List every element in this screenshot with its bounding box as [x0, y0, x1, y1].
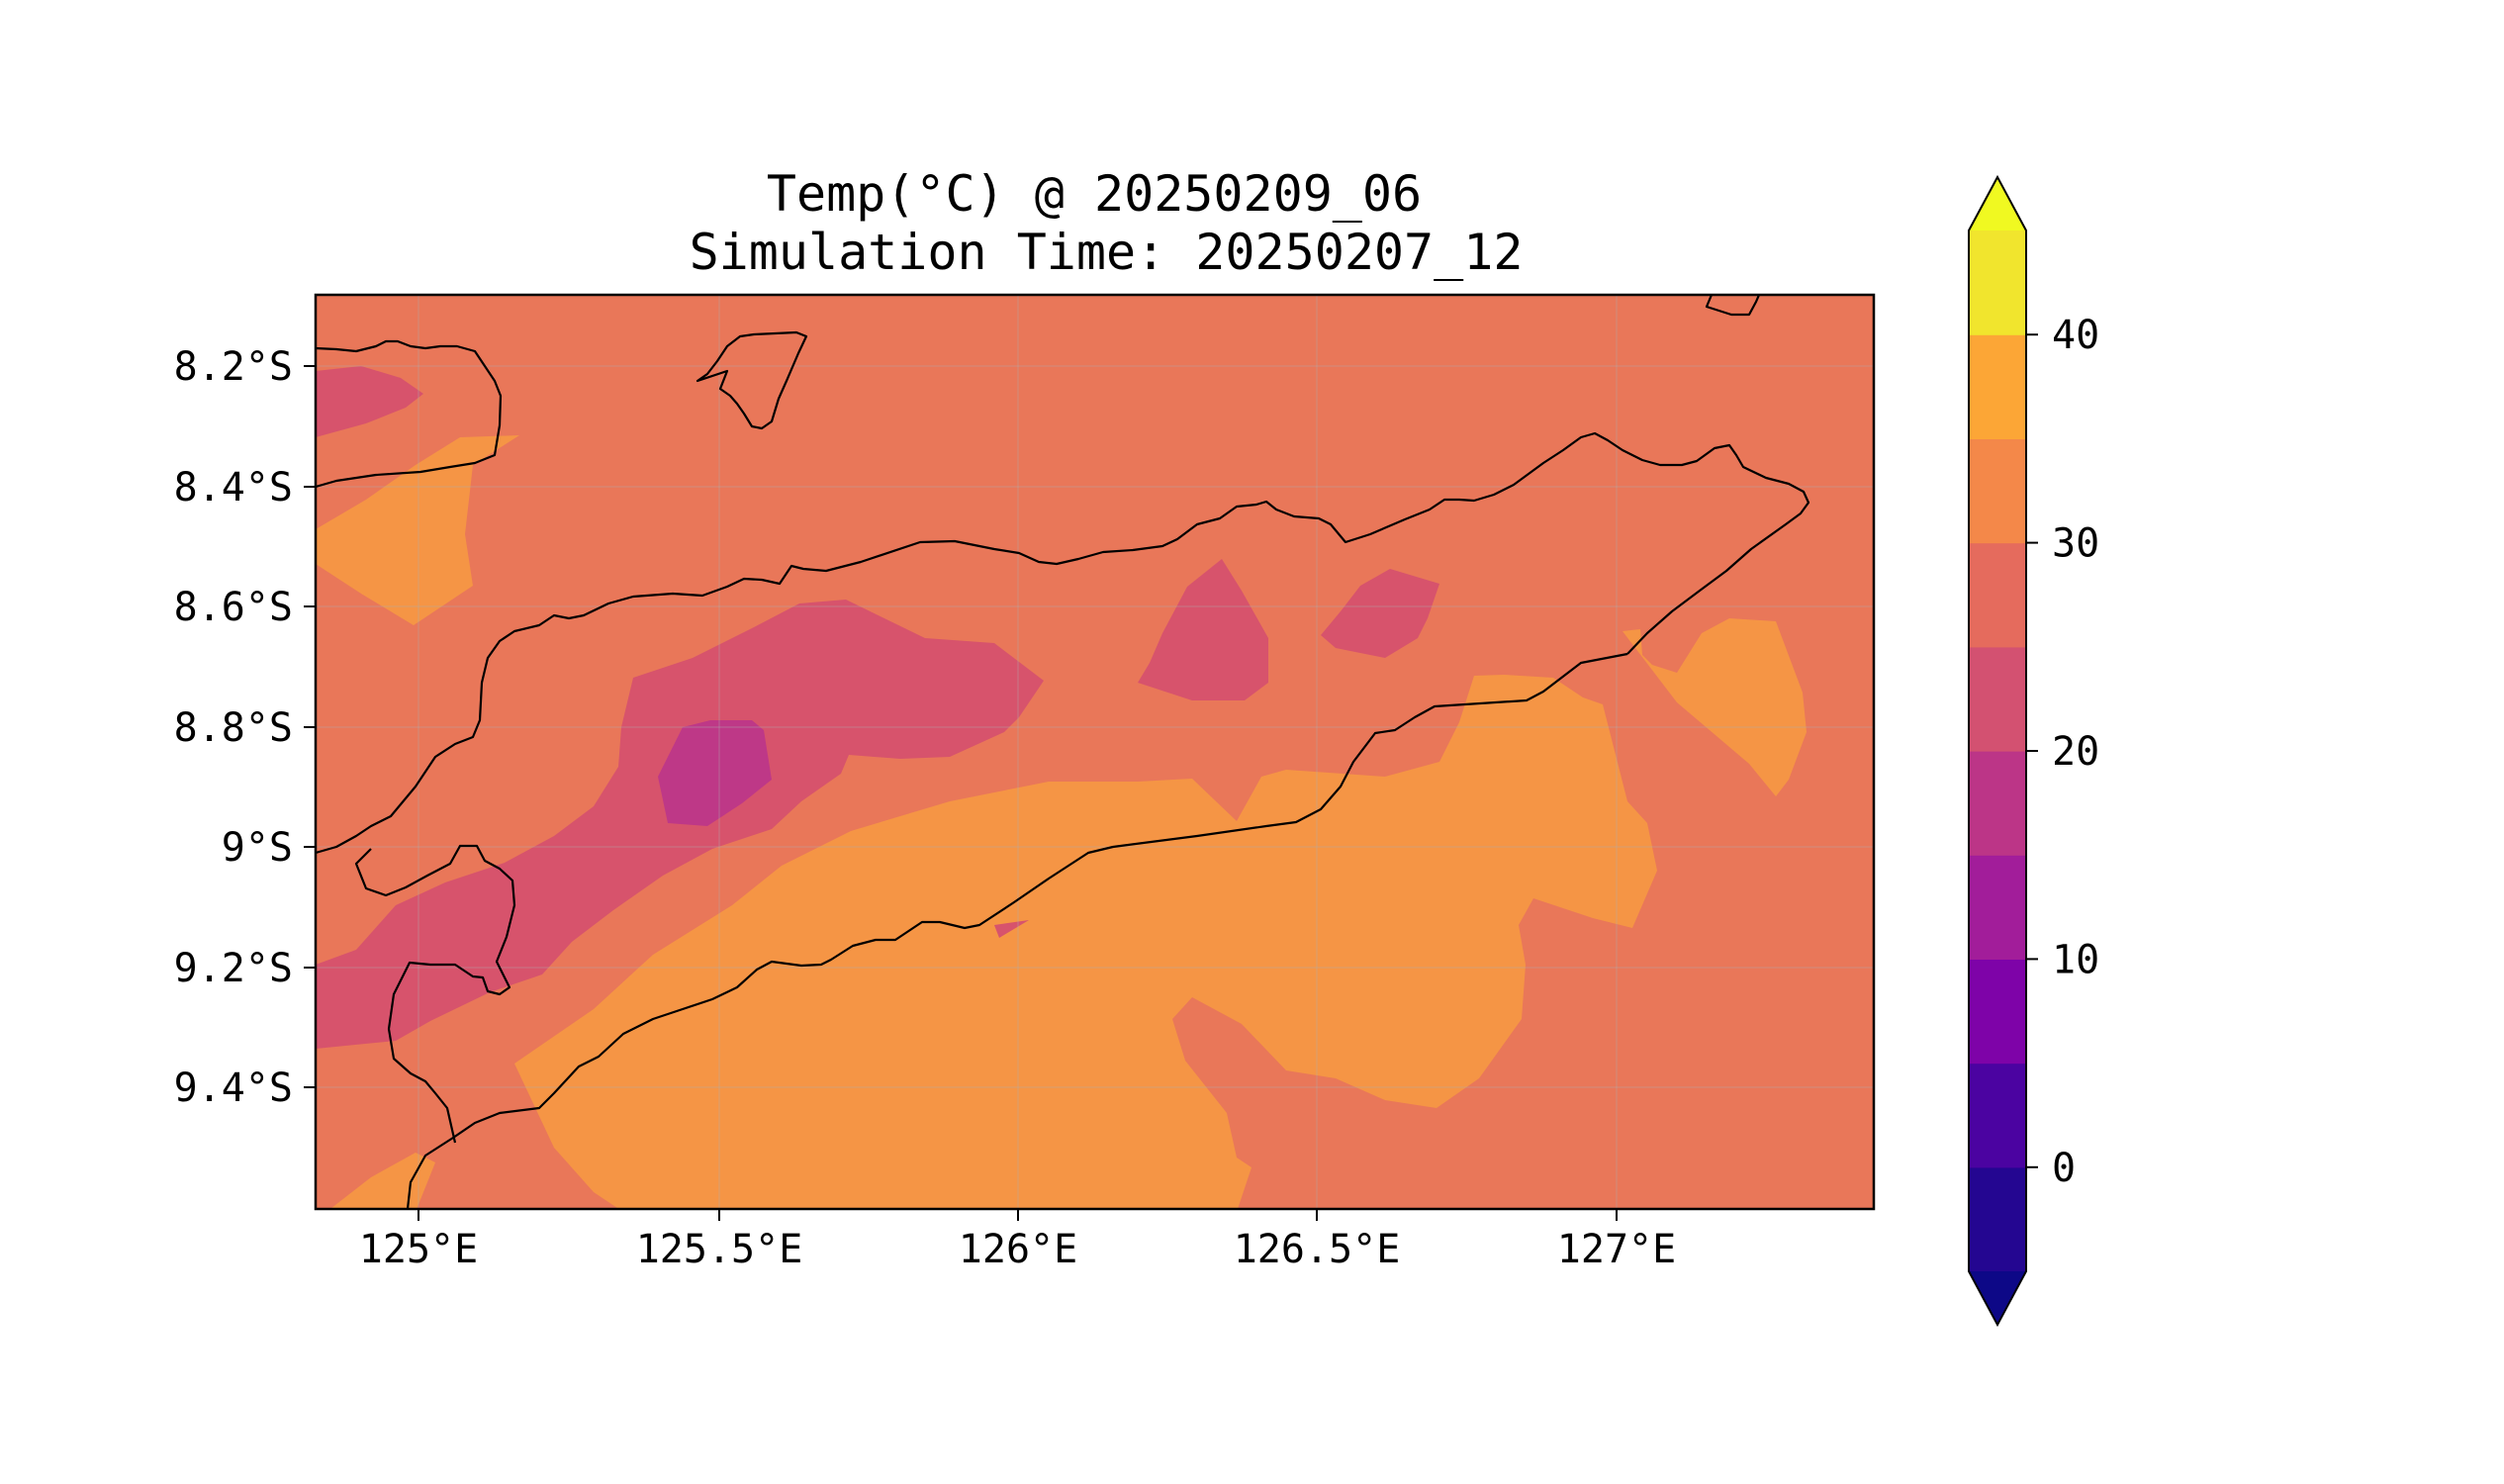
warm-band-south: [514, 675, 1657, 1209]
x-axis: 125°E 125.5°E 126°E 126.5°E 127°E: [359, 1209, 1676, 1272]
y-tick-label: 8.8°S: [174, 705, 293, 751]
title-line-2: Simulation Time: 20250207_12: [690, 224, 1524, 281]
cool-patch-central-a: [1138, 559, 1268, 700]
cool-sliver-coast: [994, 920, 1029, 938]
x-tick-label: 125.5°E: [636, 1227, 803, 1272]
cool-patch-central-b: [1321, 569, 1439, 658]
x-tick-label: 125°E: [359, 1227, 478, 1272]
warm-patch-east: [1623, 618, 1807, 796]
x-tick-label: 126.5°E: [1234, 1227, 1401, 1272]
coastlines: [316, 295, 1810, 1209]
colorbar-tick-label: 0: [2052, 1146, 2076, 1191]
cool-core-west: [658, 720, 772, 826]
colorbar: 0 10 20 30 40: [1968, 174, 2099, 1328]
y-tick-label: 8.2°S: [174, 344, 293, 390]
title-line-1: Temp(°C) @ 20250209_06: [767, 165, 1422, 223]
colorbar-tick-label: 30: [2052, 521, 2099, 567]
map-panel: [316, 295, 1874, 1209]
gridlines: [316, 295, 1874, 1209]
colorbar-segment: [1969, 646, 2026, 752]
coastline-timor-north: [316, 431, 1810, 855]
colorbar-segment: [1969, 855, 2026, 960]
y-tick-label: 8.6°S: [174, 585, 293, 630]
colorbar-tick-label: 40: [2052, 313, 2099, 358]
colorbar-segment: [1969, 1063, 2026, 1168]
coastline-west-island: [316, 339, 503, 489]
y-tick-label: 9°S: [222, 825, 293, 871]
coastline-islet-northeast: [1705, 295, 1761, 317]
cool-patch-northwest: [316, 366, 423, 437]
colorbar-segment: [1969, 1166, 2026, 1272]
colorbar-segment: [1969, 438, 2026, 544]
coastline-southwest-island: [354, 844, 516, 1144]
colorbar-segment: [1969, 231, 2026, 335]
map-frame: [314, 293, 1876, 1211]
colorbar-tick-label: 10: [2052, 937, 2099, 982]
chart-title: Temp(°C) @ 20250209_06 Simulation Time: …: [690, 165, 1524, 281]
x-tick-label: 127°E: [1557, 1227, 1676, 1272]
y-tick-label: 8.4°S: [174, 465, 293, 510]
colorbar-segment: [1969, 334, 2026, 439]
colorbar-tick-label: 20: [2052, 729, 2099, 775]
colorbar-extend-under: [1969, 1271, 2026, 1325]
cool-mountains-west: [316, 600, 1044, 1049]
warm-patch-west: [316, 435, 519, 625]
x-tick-label: 126°E: [959, 1227, 1077, 1272]
colorbar-segment: [1969, 959, 2026, 1065]
y-tick-label: 9.2°S: [174, 946, 293, 991]
y-axis: 8.2°S 8.4°S 8.6°S 8.8°S 9°S 9.2°S 9.4°S: [174, 344, 316, 1111]
colorbar-segment: [1969, 751, 2026, 856]
colorbar-extend-over: [1969, 177, 2026, 231]
colorbar-segment: [1969, 542, 2026, 648]
coastline-timor-south: [406, 652, 1628, 1209]
colorbar-outline: [1968, 174, 2027, 1328]
coastline-atauro-island: [696, 330, 808, 430]
y-tick-label: 9.4°S: [174, 1066, 293, 1111]
